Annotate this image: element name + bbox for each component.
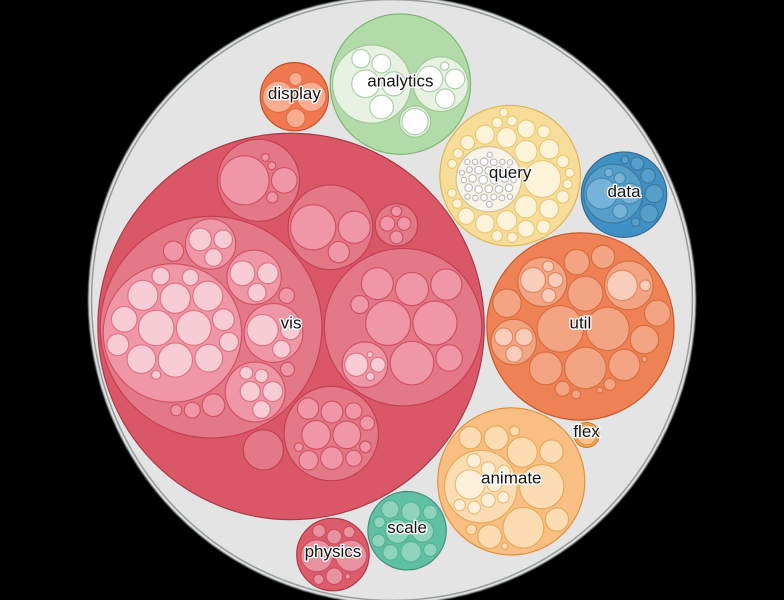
svg-text:query: query — [489, 163, 532, 182]
svg-text:display: display — [268, 84, 321, 103]
svg-text:util: util — [570, 314, 592, 333]
svg-text:data: data — [607, 182, 641, 201]
svg-text:scale: scale — [387, 518, 427, 537]
svg-text:physics: physics — [305, 542, 362, 561]
svg-text:analytics: analytics — [367, 71, 433, 90]
svg-text:animate: animate — [481, 469, 541, 488]
svg-text:vis: vis — [281, 314, 302, 333]
svg-text:flex: flex — [573, 422, 600, 441]
